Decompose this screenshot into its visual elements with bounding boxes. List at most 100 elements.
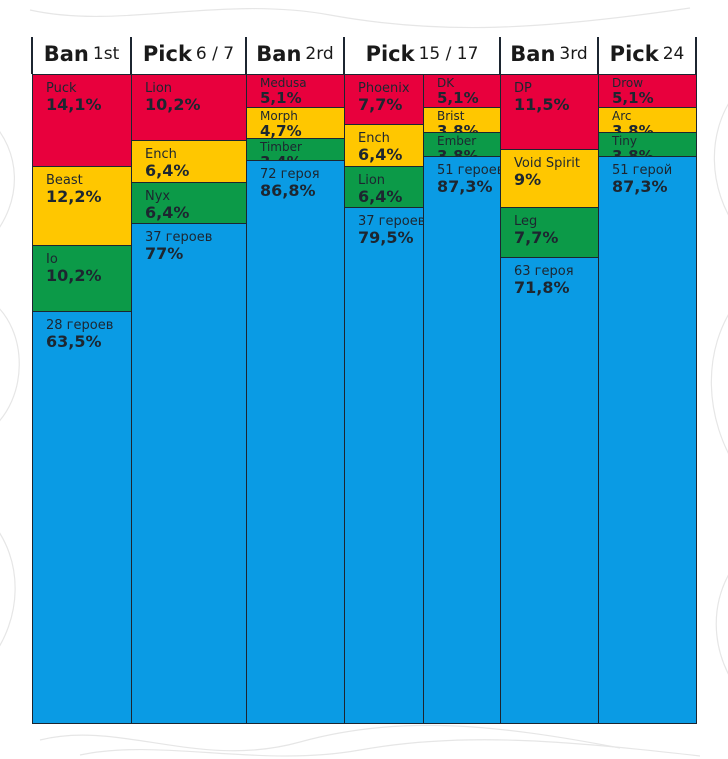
- phase-number: 24: [662, 44, 685, 64]
- header-separator: [130, 37, 132, 74]
- segment-label: Nyx: [145, 188, 171, 204]
- bar-segment: Arc 3,8%: [598, 107, 697, 133]
- segment-label: Timber: [260, 139, 302, 154]
- segment-label: Ember: [437, 133, 477, 148]
- segment-label: Ench: [145, 147, 177, 163]
- segment-label: DP: [514, 81, 532, 96]
- segment-value: 3,8%: [612, 122, 654, 133]
- segment-label: DK: [437, 76, 455, 90]
- segment-value: 14,1%: [46, 95, 102, 114]
- segment-label: Medusa: [260, 76, 307, 90]
- segment-label: Brist: [437, 109, 465, 124]
- bar-segment: Puck 14,1%: [32, 74, 132, 167]
- segment-label: Tiny: [612, 133, 638, 148]
- contour-line: [715, 574, 728, 675]
- phase-header: Ban 2rd: [246, 34, 344, 74]
- segment-value: 87,3%: [437, 177, 493, 197]
- bar-segment: Phoenix 7,7%: [344, 74, 424, 125]
- phase-number: 15 / 17: [418, 44, 479, 64]
- segment-value: 6,4%: [358, 144, 403, 164]
- segment-label: Lion: [145, 81, 173, 96]
- segment-value: 11,5%: [514, 95, 570, 114]
- segment-value: 63,5%: [46, 331, 102, 351]
- segment-value: 6,4%: [358, 186, 403, 206]
- bar-segment: Beast 12,2%: [32, 165, 132, 246]
- contour-line: [39, 724, 621, 752]
- phase-header: Pick 24: [598, 34, 696, 74]
- phase-word: Pick: [609, 42, 659, 66]
- bar-segment: Lion 6,4%: [344, 165, 424, 209]
- bar-segment: Drow 5,1%: [598, 74, 697, 109]
- segment-value: 3,8%: [437, 122, 479, 133]
- header-separator: [343, 37, 345, 74]
- bar-segment: 51 герой 87,3%: [598, 156, 697, 724]
- phase-number: 6 / 7: [195, 44, 235, 64]
- phase-word: Ban: [43, 42, 89, 66]
- bar-segment: Brist 3,8%: [423, 107, 501, 133]
- segment-value: 77%: [145, 244, 184, 264]
- bar-segment: Ember 3,8%: [423, 131, 501, 158]
- bar-segment: Lion 10,2%: [131, 74, 247, 142]
- bar-segment: Ench 6,4%: [344, 123, 424, 167]
- segment-value: 10,2%: [145, 95, 201, 114]
- segment-label: Morph: [260, 109, 298, 124]
- segment-value: 79,5%: [358, 228, 414, 248]
- phase-word: Pick: [142, 42, 192, 66]
- segment-value: 5,1%: [612, 89, 654, 107]
- header-separator: [499, 37, 501, 74]
- segment-value: 5,1%: [437, 89, 479, 107]
- bar-segment: 63 героя 71,8%: [500, 257, 599, 724]
- header-separator: [245, 37, 247, 74]
- segment-label: 37 героев: [145, 230, 213, 246]
- segment-label: Beast: [46, 172, 83, 188]
- segment-label: Leg: [514, 214, 538, 230]
- bar-segment: Morph 4,7%: [246, 107, 345, 139]
- phase-number: 2rd: [305, 44, 334, 64]
- segment-label: Puck: [46, 81, 77, 96]
- segment-value: 7,7%: [514, 228, 559, 248]
- bar-segment: 37 героев 77%: [131, 223, 247, 724]
- contour-line: [0, 131, 15, 228]
- contour-line: [29, 7, 691, 29]
- segment-value: 71,8%: [514, 278, 570, 298]
- phase-header: Ban 1st: [32, 34, 131, 74]
- phase-header: Pick 15 / 17: [344, 34, 500, 74]
- segment-label: Phoenix: [358, 81, 410, 96]
- segment-label: Ench: [358, 130, 390, 146]
- header-separator: [31, 37, 33, 74]
- phase-word: Ban: [256, 42, 302, 66]
- contour-line: [0, 532, 16, 647]
- segment-value: 7,7%: [358, 95, 403, 114]
- segment-label: Void Spirit: [514, 155, 581, 171]
- phase-header: Ban 3rd: [500, 34, 598, 74]
- segment-label: Io: [46, 251, 58, 267]
- bar-segment: 28 героев 63,5%: [32, 310, 132, 724]
- segment-label: 37 героев: [358, 214, 424, 230]
- segment-label: Arc: [612, 109, 632, 124]
- bar-segment: Timber3,4%: [246, 137, 345, 161]
- phase-number: 3rd: [559, 44, 588, 64]
- phase-word: Pick: [365, 42, 415, 66]
- contour-line: [0, 308, 20, 421]
- bar-segment: 51 героев 87,3%: [423, 156, 501, 724]
- bar-segment: Io 10,2%: [32, 244, 132, 312]
- segment-label: Drow: [612, 76, 644, 90]
- phase-number: 1st: [92, 44, 120, 64]
- segment-label: 72 героя: [260, 166, 320, 182]
- bar-segment: Medusa 5,1%: [246, 74, 345, 109]
- segment-value: 12,2%: [46, 186, 102, 206]
- segment-value: 10,2%: [46, 265, 102, 285]
- bar-segment: 37 героев 79,5%: [344, 207, 424, 724]
- segment-value: 87,3%: [612, 177, 668, 197]
- segment-label: 51 героев: [437, 163, 501, 179]
- bar-segment: DK 5,1%: [423, 74, 501, 109]
- segment-value: 86,8%: [260, 180, 316, 200]
- segment-value: 9%: [514, 169, 542, 189]
- bar-segment: DP 11,5%: [500, 74, 599, 150]
- header-separator: [597, 37, 599, 74]
- contour-line: [79, 739, 701, 757]
- segment-value: 5,1%: [260, 89, 302, 107]
